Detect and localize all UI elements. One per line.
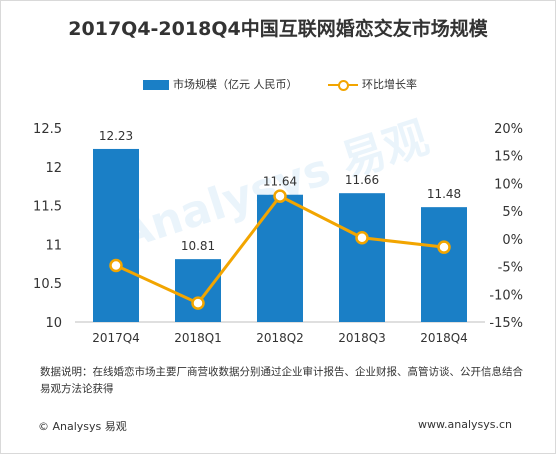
x-tick-label: 2018Q1 <box>174 331 222 345</box>
y-tick-label-right: -10% <box>489 288 523 303</box>
bar-value-label: 11.66 <box>345 173 379 187</box>
growth-point <box>191 296 205 310</box>
y-tick-label-left: 12 <box>45 161 62 176</box>
y-tick-label-right: 15% <box>494 150 523 165</box>
growth-point <box>355 230 369 245</box>
y-tick-label-right: -15% <box>489 316 523 331</box>
legend-item-line: 环比增长率 <box>328 76 417 92</box>
legend-item-bar: 市场规模（亿元 人民币） <box>143 76 298 92</box>
y-tick-label-left: 10.5 <box>33 277 62 292</box>
y-tick-label-right: 10% <box>494 177 523 192</box>
bar <box>93 148 139 322</box>
x-tick-label: 2018Q3 <box>338 331 386 345</box>
x-tick-label: 2018Q4 <box>420 331 468 345</box>
y-tick-label-left: 11 <box>45 238 62 253</box>
data-note: 数据说明：在线婚恋市场主要厂商营收数据分别通过企业审计报告、企业财报、高管访谈、… <box>40 366 523 395</box>
growth-point <box>273 189 287 203</box>
chart-title: 2017Q4-2018Q4中国互联网婚恋交友市场规模 <box>68 18 488 40</box>
footer-copyright: © Analysys 易观 <box>38 420 127 433</box>
legend-bar-label: 市场规模（亿元 人民币） <box>173 78 298 91</box>
y-tick-label-right: 5% <box>502 205 523 220</box>
bar <box>339 193 385 322</box>
y-tick-label-right: 20% <box>494 122 523 137</box>
legend-line-label: 环比增长率 <box>362 78 417 91</box>
x-tick-label: 2018Q2 <box>256 331 304 345</box>
y-tick-label-left: 10 <box>45 316 62 331</box>
x-tick-label: 2017Q4 <box>92 331 140 345</box>
bar <box>421 207 467 322</box>
legend: 市场规模（亿元 人民币） 环比增长率 <box>0 76 556 94</box>
y-tick-label-right: -5% <box>498 261 523 276</box>
bar-value-label: 11.64 <box>263 175 297 189</box>
footer-url: www.analysys.cn <box>418 418 512 431</box>
bar <box>257 194 303 322</box>
y-tick-label-left: 12.5 <box>33 122 62 137</box>
y-tick-label-left: 11.5 <box>33 200 62 215</box>
y-tick-label-right: 0% <box>502 233 523 248</box>
bar <box>175 259 221 322</box>
legend-line-swatch <box>328 80 358 91</box>
legend-bar-swatch <box>143 80 169 90</box>
bar-value-label: 10.81 <box>181 239 215 253</box>
bar-value-label: 11.48 <box>427 187 461 201</box>
growth-point <box>109 258 123 273</box>
growth-point <box>437 240 451 254</box>
bar-value-label: 12.23 <box>99 129 133 143</box>
